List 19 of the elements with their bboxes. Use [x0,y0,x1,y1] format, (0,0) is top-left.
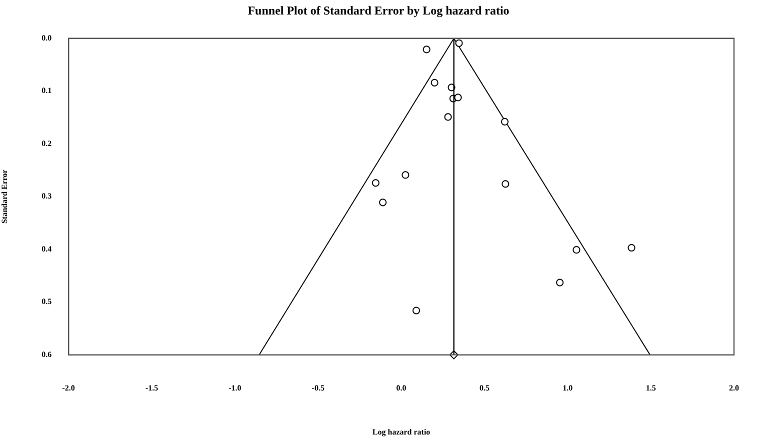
x-tick-label: 0.5 [479,384,490,393]
x-tick-label: 1.0 [562,384,573,393]
x-tick-label: 1.5 [646,384,656,393]
y-tick-label: 0.5 [42,297,52,306]
x-tick-label: 2.0 [729,384,739,393]
y-tick-label: 0.3 [42,192,52,201]
x-tick-label: -1.0 [228,384,242,393]
y-tick-label: 0.4 [42,244,52,254]
x-tick-label: -1.5 [145,384,158,393]
x-axis-title: Log hazard ratio [372,427,430,436]
y-tick-label: 0.0 [42,33,52,42]
x-tick-label: -2.0 [62,384,75,393]
y-tick-label: 0.6 [42,350,52,359]
x-tick-label: -0.5 [312,384,324,393]
y-axis-title: Standard Error [0,169,9,224]
y-tick-label: 0.2 [42,138,52,148]
y-tick-label: 0.1 [42,86,52,96]
chart-title: Funnel Plot of Standard Error by Log hazard ratio [248,3,510,18]
x-tick-label: 0.0 [396,384,406,393]
